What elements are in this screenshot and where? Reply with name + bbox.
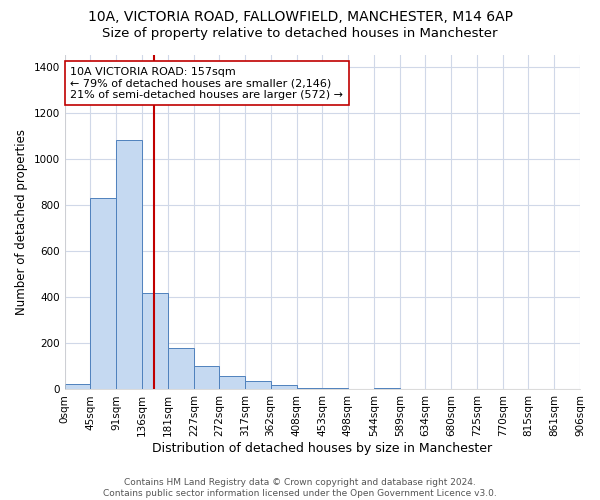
- X-axis label: Distribution of detached houses by size in Manchester: Distribution of detached houses by size …: [152, 442, 493, 455]
- Bar: [65, 384, 90, 390]
- Bar: [194, 366, 220, 390]
- Bar: [245, 382, 271, 390]
- Y-axis label: Number of detached properties: Number of detached properties: [15, 129, 28, 315]
- Bar: [297, 388, 322, 390]
- Bar: [90, 198, 116, 390]
- Bar: [271, 385, 297, 390]
- Text: Size of property relative to detached houses in Manchester: Size of property relative to detached ho…: [102, 28, 498, 40]
- Bar: [374, 388, 400, 390]
- Bar: [348, 389, 374, 390]
- Bar: [116, 140, 142, 390]
- Bar: [322, 388, 348, 390]
- Text: 10A VICTORIA ROAD: 157sqm
← 79% of detached houses are smaller (2,146)
21% of se: 10A VICTORIA ROAD: 157sqm ← 79% of detac…: [70, 66, 343, 100]
- Bar: [220, 376, 245, 390]
- Text: 10A, VICTORIA ROAD, FALLOWFIELD, MANCHESTER, M14 6AP: 10A, VICTORIA ROAD, FALLOWFIELD, MANCHES…: [88, 10, 512, 24]
- Bar: [142, 292, 167, 390]
- Bar: [167, 348, 194, 390]
- Text: Contains HM Land Registry data © Crown copyright and database right 2024.
Contai: Contains HM Land Registry data © Crown c…: [103, 478, 497, 498]
